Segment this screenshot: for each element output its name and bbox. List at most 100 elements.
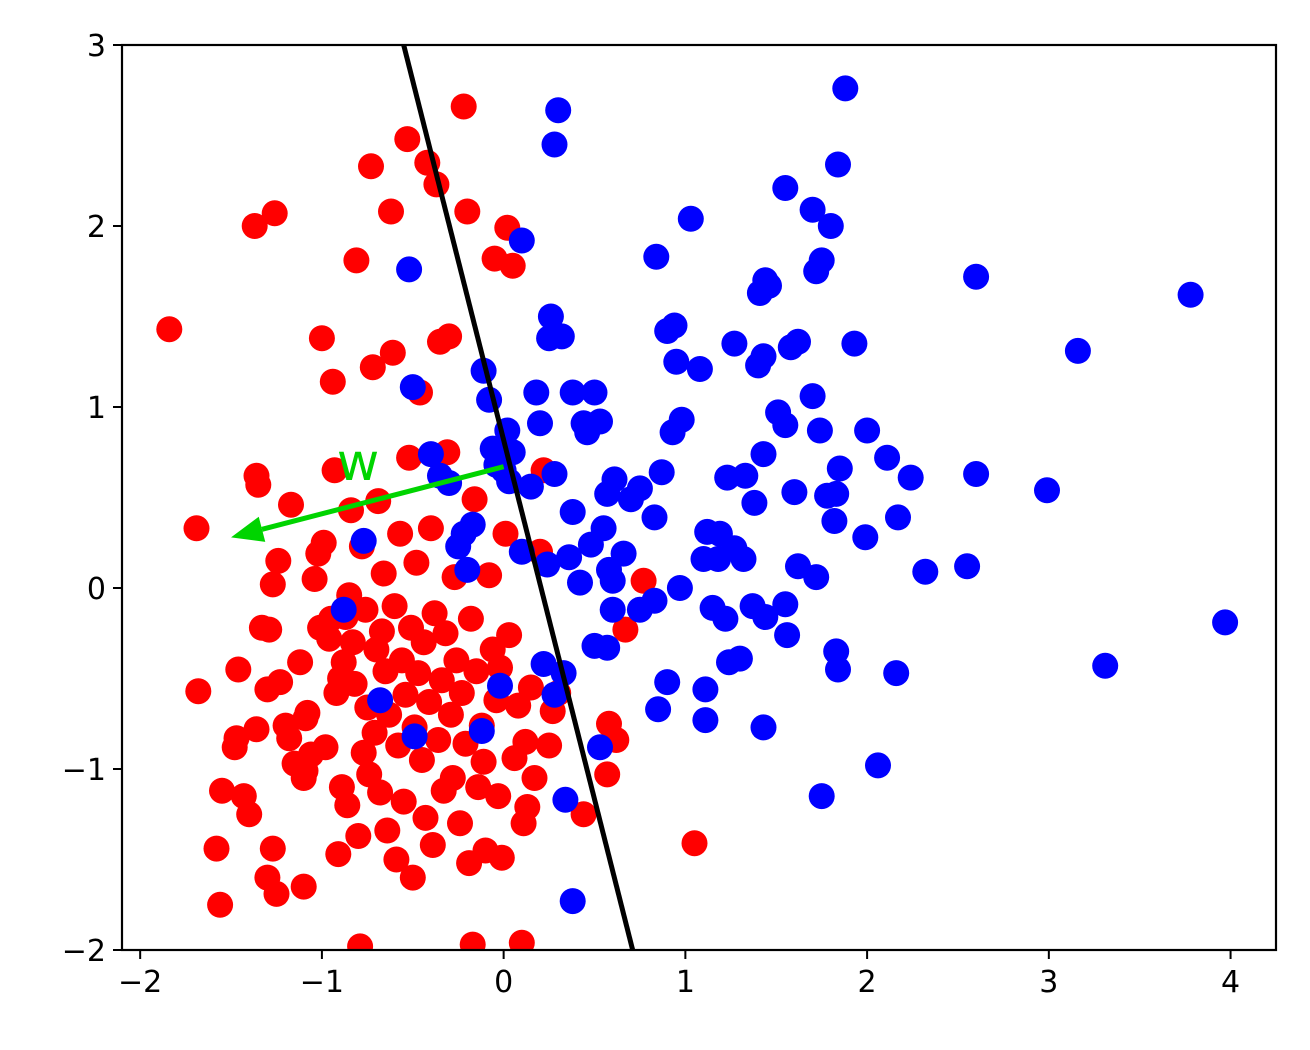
- point-red-66: [359, 354, 386, 381]
- point-red-20: [259, 835, 286, 862]
- point-blue-0: [330, 596, 357, 623]
- point-blue-133: [897, 464, 924, 491]
- point-blue-122: [825, 656, 851, 683]
- point-blue-138: [1034, 477, 1060, 504]
- point-blue-111: [799, 196, 826, 223]
- point-blue-100: [756, 272, 782, 299]
- decision-boundary: [401, 45, 636, 950]
- point-red-58: [345, 823, 372, 849]
- point-red-56: [341, 670, 368, 697]
- point-blue-74: [677, 205, 704, 232]
- point-blue-127: [852, 524, 879, 551]
- point-blue-35: [545, 97, 572, 124]
- point-blue-119: [821, 508, 848, 534]
- point-red-120: [459, 931, 486, 950]
- point-blue-3: [396, 256, 423, 283]
- y-tick-label: −1: [62, 753, 106, 788]
- point-red-74: [374, 817, 401, 844]
- point-red-104: [428, 667, 455, 694]
- point-blue-118: [817, 213, 844, 239]
- point-blue-62: [641, 504, 668, 531]
- point-blue-24: [508, 227, 535, 254]
- point-blue-63: [641, 587, 668, 614]
- point-blue-134: [912, 558, 939, 585]
- point-red-24: [267, 669, 294, 696]
- point-red-10: [236, 801, 263, 828]
- point-red-57: [343, 247, 370, 274]
- point-red-77: [379, 339, 406, 366]
- point-blue-113: [803, 564, 830, 591]
- point-blue-92: [741, 489, 768, 516]
- point-blue-47: [581, 379, 608, 406]
- point-blue-102: [772, 412, 799, 439]
- point-red-14: [245, 471, 272, 498]
- w-vector-arrowhead: [231, 516, 266, 542]
- w-vector-shaft: [261, 464, 505, 532]
- point-blue-88: [726, 645, 753, 672]
- point-blue-109: [785, 328, 811, 355]
- point-blue-129: [865, 752, 891, 779]
- point-red-121: [461, 486, 488, 513]
- x-tick-label: −1: [300, 965, 344, 1000]
- data-points: [156, 75, 1239, 950]
- point-blue-139: [1064, 337, 1091, 364]
- point-red-4: [207, 891, 234, 918]
- point-blue-83: [712, 605, 739, 632]
- point-blue-95: [750, 714, 777, 741]
- point-blue-70: [661, 312, 688, 339]
- x-tick-label: 2: [858, 965, 877, 1000]
- boundary-line: [401, 45, 636, 950]
- point-red-98: [417, 515, 444, 542]
- point-red-41: [312, 734, 339, 761]
- point-red-21: [261, 200, 288, 227]
- point-blue-42: [559, 379, 586, 406]
- point-blue-140: [1092, 652, 1119, 679]
- point-red-7: [223, 725, 250, 752]
- point-red-134: [492, 520, 519, 547]
- point-blue-65: [645, 696, 672, 723]
- point-red-148: [536, 732, 563, 759]
- point-red-79: [383, 846, 410, 873]
- w-vector: w: [231, 433, 505, 542]
- y-tick-label: −2: [62, 934, 106, 969]
- point-blue-33: [541, 461, 568, 487]
- point-blue-132: [885, 504, 911, 531]
- point-red-18: [256, 616, 283, 643]
- point-blue-97: [752, 604, 779, 630]
- point-blue-2: [367, 687, 394, 714]
- point-red-84: [392, 681, 419, 708]
- point-blue-64: [643, 243, 670, 270]
- point-red-157: [681, 830, 708, 857]
- x-tick-label: −2: [118, 965, 162, 1000]
- point-red-108: [436, 323, 463, 350]
- y-tick-label: 0: [87, 572, 106, 607]
- point-red-71: [368, 618, 395, 645]
- point-red-95: [412, 804, 439, 831]
- point-blue-27: [527, 410, 553, 437]
- point-blue-141: [1177, 281, 1204, 308]
- point-red-61: [350, 739, 377, 766]
- point-red-156: [630, 567, 657, 594]
- point-red-3: [203, 835, 230, 862]
- point-red-133: [488, 844, 515, 871]
- point-blue-29: [534, 551, 561, 578]
- point-red-90: [403, 549, 430, 576]
- point-red-29: [287, 649, 314, 676]
- point-blue-55: [599, 596, 626, 623]
- point-red-106: [432, 620, 459, 647]
- point-blue-104: [772, 591, 799, 618]
- x-tick-label: 1: [676, 965, 695, 1000]
- point-blue-130: [874, 444, 901, 471]
- point-blue-90: [732, 462, 759, 489]
- y-tick-label: 3: [87, 29, 106, 64]
- point-blue-114: [806, 417, 833, 444]
- point-blue-38: [552, 786, 579, 813]
- y-tick-label: 1: [87, 391, 106, 426]
- point-red-81: [387, 520, 414, 547]
- point-red-27: [278, 491, 304, 518]
- point-red-99: [419, 832, 446, 858]
- point-red-91: [405, 660, 432, 687]
- point-red-140: [508, 929, 535, 950]
- point-red-113: [447, 810, 473, 837]
- point-blue-18: [487, 672, 513, 699]
